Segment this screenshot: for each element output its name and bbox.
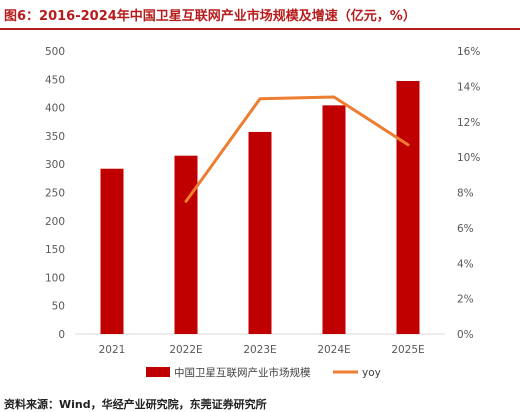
y-right-tick-label: 10% [457, 152, 480, 164]
y-left-tick-label: 50 [52, 301, 65, 313]
legend-label-bar: 中国卫星互联网产业市场规模 [174, 366, 311, 379]
y-right-tick-label: 4% [457, 258, 474, 270]
bar [248, 131, 272, 334]
x-tick-label: 2023E [243, 344, 276, 356]
y-right-tick-label: 2% [457, 294, 474, 306]
chart-area: 0 50 100 150 200 250 300 350 400 450 500 0% 2% 4% 6% 8%… [45, 46, 480, 379]
figure-title: 图6：2016-2024年中国卫星互联网产业市场规模及增速（亿元，%） [4, 9, 416, 24]
bar [396, 80, 420, 334]
y-right-tick-label: 0% [457, 329, 474, 341]
y-left-tick-label: 450 [45, 74, 65, 86]
bar [174, 155, 198, 334]
y-left-tick-label: 350 [45, 131, 65, 143]
y-left-tick-label: 500 [45, 46, 65, 58]
y-left-tick-label: 200 [45, 216, 65, 228]
y-right-tick-label: 16% [457, 46, 480, 58]
x-tick-label: 2021 [99, 344, 126, 356]
bar [100, 168, 124, 334]
y-right-tick-label: 8% [457, 188, 474, 200]
y-right-tick-label: 12% [457, 117, 480, 129]
y-left-tick-label: 100 [45, 272, 65, 284]
y-left-tick-label: 0 [58, 329, 65, 341]
y-left-tick-label: 150 [45, 244, 65, 256]
x-tick-label: 2025E [391, 344, 424, 356]
x-tick-label: 2024E [317, 344, 350, 356]
source-note: 资料来源：Wind，华经产业研究院，东莞证券研究所 [4, 398, 267, 411]
yoy-line [184, 95, 410, 203]
chart-legend: 中国卫星互联网产业市场规模 yoy [146, 366, 381, 379]
bar-series [100, 80, 420, 334]
x-tick-label: 2022E [169, 344, 202, 356]
legend-label-line: yoy [362, 367, 381, 379]
y-right-tick-label: 6% [457, 223, 474, 235]
y-left-tick-label: 400 [45, 103, 65, 115]
y-left-tick-label: 300 [45, 159, 65, 171]
bar [322, 105, 346, 334]
y-left-tick-label: 250 [45, 188, 65, 200]
figure-title-bar: 图6：2016-2024年中国卫星互联网产业市场规模及增速（亿元，%） [0, 0, 520, 30]
legend-swatch-bar [146, 367, 170, 377]
y-right-tick-label: 14% [457, 81, 480, 93]
line-series [184, 95, 410, 203]
chart-axes: 0 50 100 150 200 250 300 350 400 450 500 0% 2% 4% 6% 8%… [45, 46, 480, 356]
